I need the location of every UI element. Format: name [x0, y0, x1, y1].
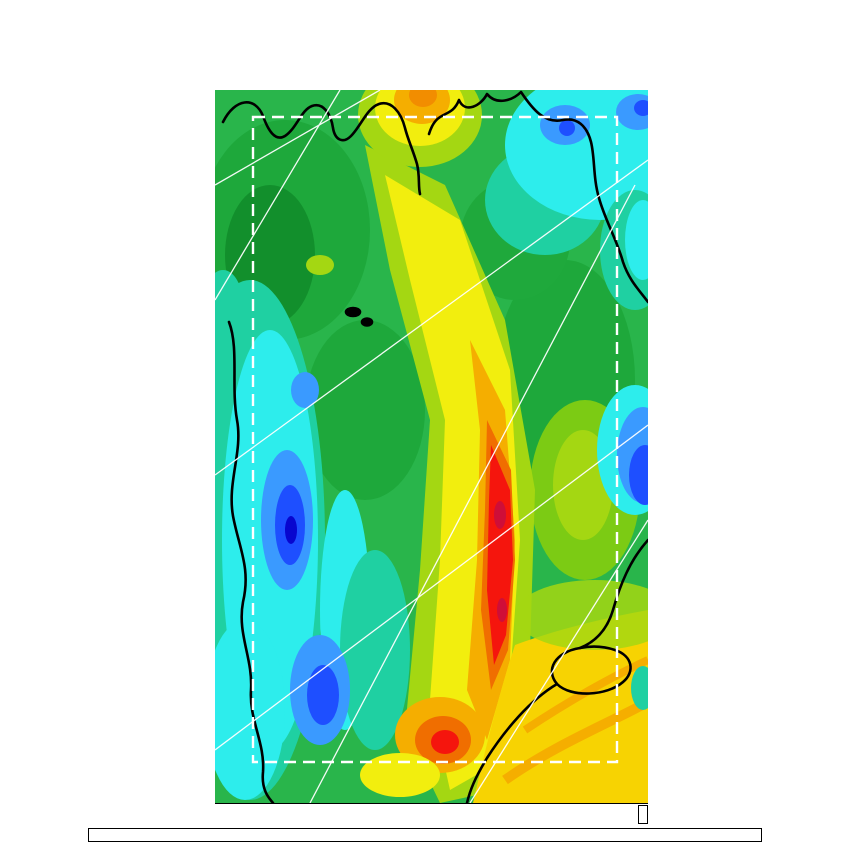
wind-map-canvas	[215, 90, 648, 803]
colorbar	[88, 828, 762, 842]
terrain-note	[638, 805, 648, 824]
colorbar-ticks	[88, 842, 762, 860]
graticule-lines	[215, 90, 648, 803]
wind-speed-field	[215, 90, 648, 803]
wind-map[interactable]	[215, 90, 648, 804]
domain-boundary	[251, 115, 619, 764]
coastline	[221, 90, 648, 803]
